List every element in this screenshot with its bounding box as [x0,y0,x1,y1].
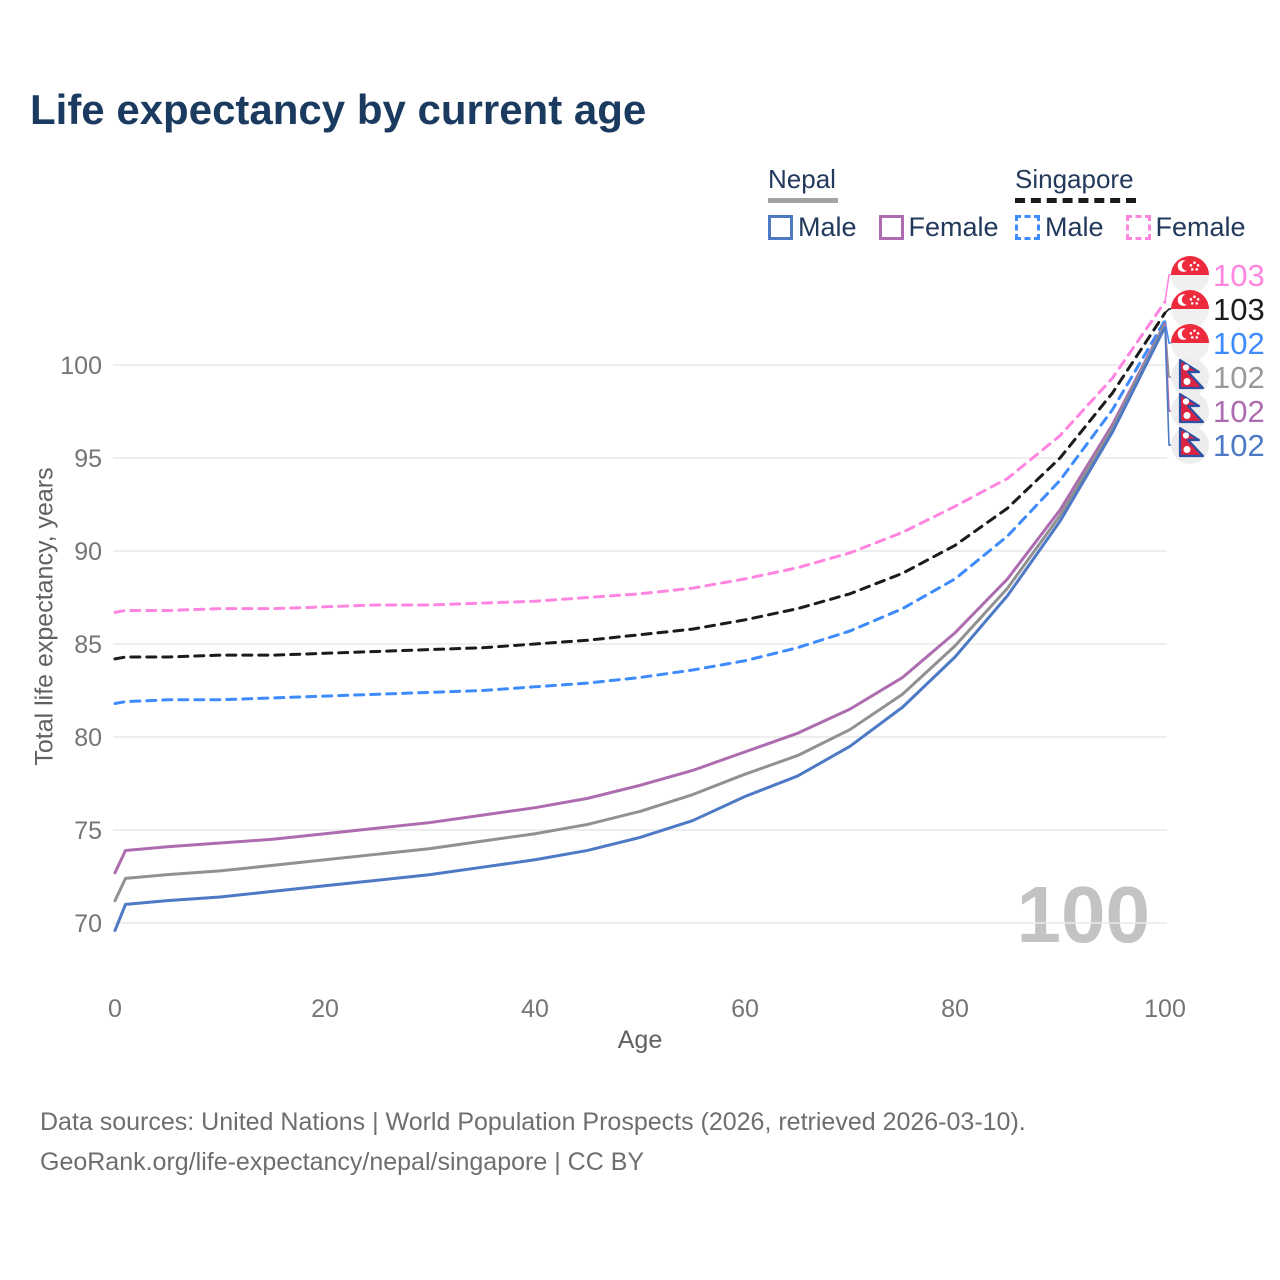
sun [1183,412,1191,419]
singapore-flag-icon [1171,256,1209,294]
star [1196,332,1200,335]
sun [1183,378,1191,385]
star [1190,302,1194,305]
star [1193,261,1196,265]
y-axis-title: Total life expectancy, years [30,467,59,766]
moon [1182,364,1190,371]
legend-item-nepal-female[interactable]: Female [878,212,999,243]
y-tick-label: 90 [74,538,102,566]
singapore-male-swatch-icon [1015,215,1040,240]
star [1196,264,1200,267]
star [1195,268,1199,271]
legend-item-label: Male [1045,212,1104,242]
end-value-label: 102 [1213,326,1265,361]
end-value-label: 103 [1213,292,1265,327]
singapore-female-swatch-icon [1125,215,1151,240]
singapore-flag-icon [1171,324,1209,362]
footer-source-line: Data sources: United Nations | World Pop… [40,1108,1026,1136]
x-tick-label: 100 [1144,995,1186,1023]
y-tick-label: 85 [74,631,102,659]
star [1190,268,1194,271]
moon [1182,398,1190,405]
nepal-male-swatch-icon [768,215,793,240]
end-value-label: 102 [1213,394,1265,429]
legend-group-nepal: Nepal Male Female [768,164,1021,243]
end-value-label: 102 [1213,360,1265,395]
x-tick-label: 60 [731,995,759,1023]
end-value-label: 103 [1213,258,1265,293]
legend-item-singapore-male[interactable]: Male [1015,212,1104,243]
series-line-nepal-male[interactable] [113,325,1167,932]
series-line-singapore-total[interactable] [113,311,1167,661]
x-tick-label: 80 [941,995,969,1023]
x-tick-label: 40 [521,995,549,1023]
series-line-nepal-total[interactable] [113,322,1167,903]
moon [1182,432,1190,439]
star [1189,332,1193,335]
age-counter-watermark: 100 [1017,870,1150,959]
star [1196,298,1200,301]
series-line-nepal-female[interactable] [113,321,1167,875]
legend-item-label: Female [908,212,999,242]
nepal-flag-icon [1171,426,1209,464]
page-title: Life expectancy by current age [30,86,647,133]
x-axis-title: Age [617,1026,663,1054]
nepal-female-swatch-icon [878,215,904,240]
y-tick-label: 80 [74,724,102,752]
legend-group-singapore: Singapore Male Female [1015,164,1268,243]
legend-item-label: Male [798,212,857,242]
footer-attribution-line: GeoRank.org/life-expectancy/nepal/singap… [40,1148,645,1176]
y-tick-label: 75 [74,817,102,845]
legend-item-singapore-female[interactable]: Female [1125,212,1246,243]
y-tick-label: 70 [74,910,102,938]
star [1195,336,1199,339]
star [1189,298,1193,301]
y-tick-label: 95 [74,445,102,473]
sun [1183,446,1191,453]
x-tick-label: 0 [108,995,122,1023]
crescent-cut [1181,294,1193,305]
legend-item-nepal-male[interactable]: Male [768,212,857,243]
star [1193,295,1196,299]
series-line-singapore-female[interactable] [113,300,1167,614]
y-tick-label: 100 [60,352,102,380]
legend-country-singapore[interactable]: Singapore [1015,164,1136,203]
nepal-flag-icon [1171,358,1209,396]
star [1189,264,1193,267]
end-value-label: 102 [1213,428,1265,463]
crescent-cut [1181,260,1193,271]
crescent-cut [1181,328,1193,339]
star [1195,302,1199,305]
series-line-singapore-male[interactable] [113,318,1167,706]
legend-item-label: Female [1155,212,1246,242]
nepal-flag-icon [1171,392,1209,430]
star [1193,329,1196,333]
star [1190,336,1194,339]
legend-country-nepal[interactable]: Nepal [768,164,838,203]
x-tick-label: 20 [311,995,339,1023]
singapore-flag-icon [1171,290,1209,328]
